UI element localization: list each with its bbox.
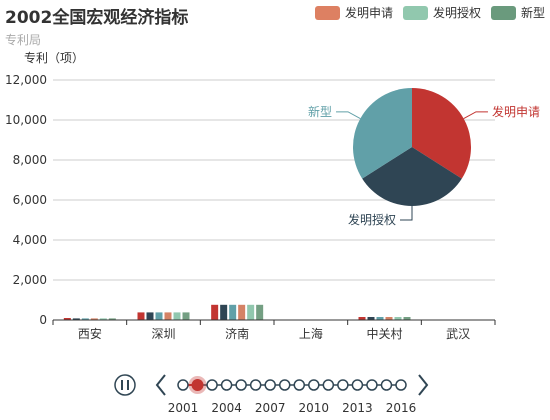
bar <box>247 304 255 320</box>
legend-item-invention-application[interactable]: 发明申请 <box>315 4 393 21</box>
timeline-dot[interactable] <box>322 379 335 391</box>
y-tick-label: 4,000 <box>13 233 47 247</box>
y-tick-label: 2,000 <box>13 273 47 287</box>
timeline-dot[interactable] <box>351 379 364 391</box>
y-tick-label: 12,000 <box>5 73 47 87</box>
timeline-dot[interactable] <box>380 379 393 391</box>
bar <box>220 304 228 320</box>
timeline-dot[interactable] <box>220 379 233 391</box>
timeline-dot[interactable] <box>177 379 189 391</box>
timeline-next-icon[interactable] <box>418 374 429 396</box>
bar <box>90 318 98 320</box>
timeline-year-label: 2013 <box>342 401 373 415</box>
bar <box>173 312 181 320</box>
timeline-prev-icon[interactable] <box>155 374 166 396</box>
pie-slice <box>362 147 462 207</box>
legend-item-new-type[interactable]: 新型 <box>491 4 545 21</box>
y-tick-label: 10,000 <box>5 113 47 127</box>
timeline-dot[interactable] <box>278 379 291 391</box>
timeline-dot[interactable] <box>293 379 306 391</box>
bar <box>385 317 393 320</box>
bar <box>358 317 366 320</box>
bar <box>211 304 219 320</box>
timeline-dot[interactable] <box>366 379 378 391</box>
pie-label: 发明授权 <box>348 212 396 227</box>
timeline-year-label: 2001 <box>168 401 199 415</box>
timeline-dot[interactable] <box>337 379 349 391</box>
pie-slice <box>353 88 412 179</box>
bar <box>229 304 237 320</box>
bar <box>367 317 375 320</box>
pie-label: 发明申请 <box>492 104 540 119</box>
x-tick-label: 济南 <box>225 326 249 341</box>
bar <box>108 318 116 320</box>
legend-swatch <box>403 5 428 20</box>
bar <box>155 312 163 320</box>
bar <box>182 312 190 320</box>
x-tick-label: 上海 <box>299 326 323 341</box>
chart-subtitle: 专利局 <box>5 33 42 47</box>
chart-title: 2002全国宏观经济指标 <box>5 8 189 28</box>
bar <box>376 317 384 320</box>
bar <box>81 318 89 320</box>
x-tick-label: 西安 <box>78 326 102 341</box>
timeline-year-label: 2007 <box>255 401 286 415</box>
timeline-play-button[interactable] <box>114 374 136 396</box>
bar <box>403 317 411 320</box>
pie-label-line <box>400 206 413 221</box>
legend-label: 新型 <box>521 6 546 20</box>
timeline-dot[interactable] <box>206 379 218 391</box>
legend-swatch <box>315 5 340 20</box>
timeline-dot[interactable] <box>308 379 320 391</box>
y-axis-label: 专利（项） <box>24 50 84 65</box>
bar <box>238 304 246 320</box>
legend-label: 发明申请 <box>345 6 394 20</box>
bar <box>164 312 172 320</box>
pie-label-line <box>336 111 361 120</box>
timeline-dot[interactable] <box>395 379 407 391</box>
bar <box>394 317 402 320</box>
bar <box>256 304 264 320</box>
bar <box>137 312 145 320</box>
legend-swatch <box>491 5 516 20</box>
x-tick-label: 中关村 <box>366 326 402 341</box>
bar <box>146 312 154 320</box>
legend-item-invention-grant[interactable]: 发明授权 <box>403 4 481 21</box>
bar <box>99 318 107 320</box>
y-tick-label: 8,000 <box>13 153 47 167</box>
pie-slice <box>412 88 471 179</box>
timeline-year-label: 2016 <box>386 401 417 415</box>
legend-label: 发明授权 <box>433 6 482 20</box>
timeline-dot[interactable] <box>249 379 262 391</box>
timeline-current-dot[interactable] <box>191 379 204 391</box>
timeline-dot[interactable] <box>235 379 247 391</box>
pie-label: 新型 <box>308 104 332 119</box>
timeline-dot[interactable] <box>264 379 276 391</box>
bar <box>63 318 71 320</box>
y-tick-label: 6,000 <box>13 193 47 207</box>
x-tick-label: 深圳 <box>151 327 175 341</box>
timeline-year-label: 2004 <box>211 401 242 415</box>
y-tick-label: 0 <box>39 313 47 327</box>
pie-label-line <box>463 111 488 120</box>
x-tick-label: 武汉 <box>446 327 470 341</box>
play-icon <box>114 374 136 396</box>
timeline-year-label: 2010 <box>299 401 330 415</box>
bar <box>72 318 80 320</box>
